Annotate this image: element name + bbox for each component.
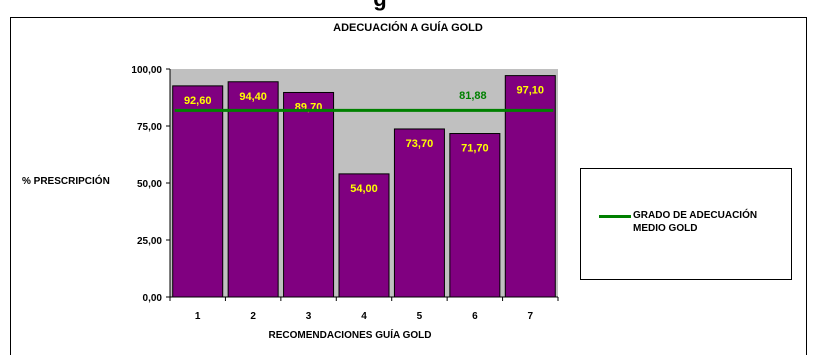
- y-tick-label: 25,00: [137, 236, 162, 247]
- bar-value-label: 92,60: [184, 95, 212, 107]
- x-tick-label: 3: [306, 311, 312, 322]
- header-fragment: g: [300, 0, 460, 12]
- legend: GRADO DE ADECUACIÓN MEDIO GOLD: [580, 168, 792, 280]
- bar-value-label: 94,40: [239, 91, 267, 103]
- y-tick-label: 50,00: [137, 179, 162, 190]
- y-tick-label: 100,00: [131, 65, 162, 76]
- x-tick-label: 7: [528, 311, 534, 322]
- x-tick-label: 1: [195, 311, 201, 322]
- bar: [172, 85, 224, 298]
- legend-label: GRADO DE ADECUACIÓN MEDIO GOLD: [633, 210, 758, 234]
- x-tick-label: 5: [417, 311, 423, 322]
- bar-value-label: 73,70: [406, 138, 434, 150]
- chart-frame: [10, 17, 807, 355]
- legend-line-swatch: [599, 215, 631, 218]
- y-tick-label: 0,00: [143, 293, 163, 304]
- bar: [504, 75, 556, 298]
- chart-title: ADECUACIÓN A GUÍA GOLD: [333, 22, 483, 34]
- bar: [227, 81, 279, 298]
- bar-value-label: 71,70: [461, 143, 489, 155]
- y-axis-label: % PRESCRIPCIÓN: [22, 176, 110, 187]
- y-tick-label: 75,00: [137, 122, 162, 133]
- x-tick-label: 4: [361, 311, 367, 322]
- bar: [338, 173, 390, 298]
- bar: [449, 133, 501, 298]
- x-axis-label: RECOMENDACIONES GUÍA GOLD: [268, 330, 432, 341]
- x-tick-label: 6: [472, 311, 478, 322]
- bar: [393, 128, 445, 298]
- x-tick-label: 2: [250, 311, 256, 322]
- reference-line-label: 81,88: [459, 90, 487, 102]
- bar: [283, 91, 335, 298]
- bar-value-label: 54,00: [350, 183, 378, 195]
- bar-value-label: 97,10: [517, 85, 545, 97]
